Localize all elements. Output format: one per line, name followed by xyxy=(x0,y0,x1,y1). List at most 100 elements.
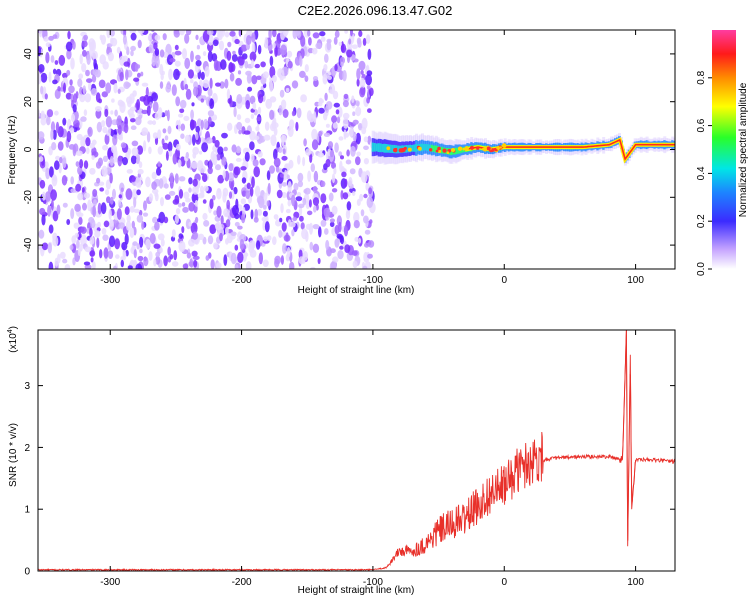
noise-blob xyxy=(320,36,326,42)
noise-blob xyxy=(181,226,185,234)
noise-blob xyxy=(185,88,192,100)
noise-blob xyxy=(81,187,85,193)
noise-blob xyxy=(62,258,68,264)
noise-blob xyxy=(192,185,199,195)
noise-blob xyxy=(366,85,371,90)
noise-blob xyxy=(346,149,350,157)
noise-blob xyxy=(177,119,181,132)
y-tick-label: -20 xyxy=(23,190,34,205)
noise-blob xyxy=(215,164,221,171)
noise-blob xyxy=(191,102,195,107)
noise-blob xyxy=(38,64,45,73)
noise-blob xyxy=(182,263,189,269)
noise-blob xyxy=(332,256,339,263)
noise-blob xyxy=(84,93,92,103)
noise-blob xyxy=(64,264,71,269)
x-tick-label: -200 xyxy=(232,275,252,286)
tone-peak xyxy=(437,149,442,154)
noise-blob xyxy=(262,205,267,210)
noise-blob xyxy=(360,70,364,75)
noise-blob xyxy=(325,101,333,110)
y-tick-label: 20 xyxy=(23,96,34,108)
noise-blob xyxy=(72,41,76,50)
noise-blob xyxy=(115,254,120,259)
noise-blob xyxy=(75,150,83,156)
noise-blob xyxy=(352,260,358,269)
noise-blob xyxy=(288,119,295,129)
noise-blob xyxy=(91,139,97,146)
noise-blob xyxy=(356,68,361,80)
noise-blob xyxy=(353,220,360,229)
noise-blob xyxy=(117,99,124,107)
noise-blob xyxy=(249,186,254,197)
noise-blob xyxy=(153,258,157,267)
noise-blob xyxy=(178,176,186,182)
noise-blob xyxy=(41,214,46,226)
noise-blob xyxy=(356,151,361,157)
noise-blob xyxy=(169,172,174,184)
noise-blob xyxy=(320,180,326,187)
noise-blob xyxy=(315,42,322,49)
noise-region xyxy=(38,30,376,269)
noise-blob xyxy=(155,56,160,68)
y-tick-label: 0 xyxy=(24,567,30,578)
noise-blob xyxy=(45,51,50,64)
noise-blob xyxy=(192,134,196,146)
noise-blob xyxy=(280,255,284,265)
noise-blob xyxy=(274,45,278,58)
noise-blob xyxy=(326,39,331,51)
noise-blob xyxy=(131,147,139,157)
noise-blob xyxy=(244,117,251,124)
noise-blob xyxy=(102,126,108,134)
noise-blob xyxy=(99,187,105,192)
noise-blob xyxy=(104,108,109,118)
noise-blob xyxy=(312,76,319,81)
noise-blob xyxy=(188,238,195,247)
snr-y-multiplier: (x104) xyxy=(7,326,19,353)
noise-blob xyxy=(361,126,367,135)
noise-blob xyxy=(329,221,335,228)
noise-blob xyxy=(280,99,287,110)
noise-blob xyxy=(323,64,328,72)
noise-blob xyxy=(190,50,194,63)
noise-blob xyxy=(318,107,325,114)
noise-blob xyxy=(62,72,68,79)
noise-blob xyxy=(91,74,97,83)
noise-blob xyxy=(322,74,328,85)
noise-blob xyxy=(188,261,194,267)
noise-blob xyxy=(337,106,343,118)
noise-blob xyxy=(178,233,184,239)
noise-blob xyxy=(238,129,242,135)
noise-blob xyxy=(181,202,186,207)
noise-blob xyxy=(185,30,192,36)
noise-blob xyxy=(207,88,213,97)
noise-blob xyxy=(323,132,331,137)
noise-blob xyxy=(313,170,319,183)
noise-blob xyxy=(202,79,210,89)
noise-blob xyxy=(201,142,209,153)
noise-blob xyxy=(363,158,369,165)
noise-blob xyxy=(303,138,307,147)
noise-blob xyxy=(162,142,169,150)
noise-blob xyxy=(344,178,348,188)
noise-blob xyxy=(208,159,212,171)
noise-blob xyxy=(311,47,318,55)
noise-blob xyxy=(279,173,284,178)
noise-blob xyxy=(92,261,96,269)
tone-mid xyxy=(434,145,438,153)
noise-blob xyxy=(211,114,218,121)
noise-blob xyxy=(311,128,318,141)
noise-blob xyxy=(351,95,355,103)
noise-blob xyxy=(246,182,251,189)
noise-blob xyxy=(278,105,283,116)
noise-blob xyxy=(357,237,362,244)
noise-blob xyxy=(70,208,75,220)
noise-blob xyxy=(209,198,214,210)
noise-blob xyxy=(299,215,304,222)
noise-blob xyxy=(223,208,230,218)
noise-blob xyxy=(94,230,101,238)
noise-blob xyxy=(317,102,323,107)
noise-blob xyxy=(279,69,285,81)
noise-blob xyxy=(55,121,60,133)
noise-blob xyxy=(212,194,216,201)
